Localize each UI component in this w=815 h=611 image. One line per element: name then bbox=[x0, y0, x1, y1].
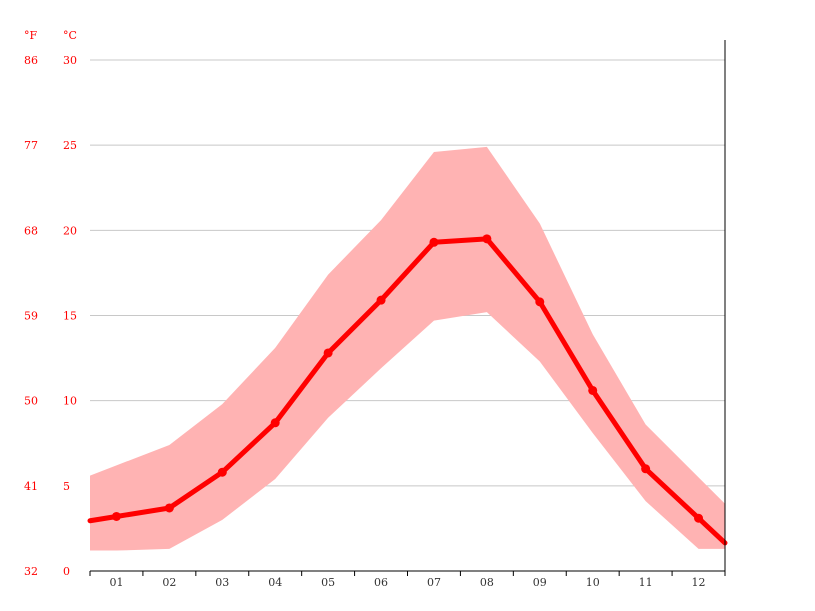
x-tick-label-05: 05 bbox=[321, 576, 335, 589]
data-point-04 bbox=[270, 418, 280, 428]
data-point-12 bbox=[694, 513, 704, 523]
x-tick-label-07: 07 bbox=[427, 576, 441, 589]
data-point-05 bbox=[323, 348, 333, 358]
y-tick-label-f: 86 bbox=[24, 54, 38, 67]
x-tick-label-04: 04 bbox=[268, 576, 282, 589]
y-tick-label-f: 32 bbox=[24, 565, 38, 578]
y-tick-label-f: 59 bbox=[24, 310, 38, 323]
data-point-06 bbox=[376, 295, 386, 305]
average-temperature-line bbox=[87, 236, 728, 546]
y-tick-label-f: 68 bbox=[24, 224, 38, 237]
data-point-11 bbox=[641, 464, 651, 474]
y-tick-label-c: 10 bbox=[63, 395, 77, 408]
y-tick-label-c: 0 bbox=[63, 565, 70, 578]
y-tick-label-f: 77 bbox=[24, 139, 38, 152]
x-tick-label-03: 03 bbox=[215, 576, 229, 589]
data-point-09 bbox=[535, 297, 545, 307]
data-point-07 bbox=[429, 237, 439, 247]
y-tick-label-c: 25 bbox=[63, 139, 77, 152]
temperature-range-band bbox=[90, 146, 725, 551]
x-tick-label-11: 11 bbox=[639, 576, 653, 589]
x-tick-label-06: 06 bbox=[374, 576, 388, 589]
data-point-02 bbox=[164, 503, 174, 513]
celsius-unit-label: °C bbox=[63, 29, 77, 42]
data-point-08 bbox=[482, 234, 492, 244]
fahrenheit-unit-label: °F bbox=[24, 29, 38, 42]
y-tick-label-c: 20 bbox=[63, 224, 77, 237]
x-tick-label-09: 09 bbox=[533, 576, 547, 589]
y-tick-label-c: 30 bbox=[63, 54, 77, 67]
data-point-03 bbox=[217, 467, 227, 477]
y-tick-label-f: 41 bbox=[24, 480, 38, 493]
y-tick-label-f: 50 bbox=[24, 395, 38, 408]
data-point-01 bbox=[111, 511, 121, 521]
x-tick-label-12: 12 bbox=[692, 576, 706, 589]
y-tick-label-c: 5 bbox=[63, 480, 70, 493]
x-tick-label-02: 02 bbox=[162, 576, 176, 589]
x-tick-label-01: 01 bbox=[109, 576, 123, 589]
x-tick-label-08: 08 bbox=[480, 576, 494, 589]
data-point-10 bbox=[588, 385, 598, 395]
y-tick-label-c: 15 bbox=[63, 310, 77, 323]
x-tick-label-10: 10 bbox=[586, 576, 600, 589]
